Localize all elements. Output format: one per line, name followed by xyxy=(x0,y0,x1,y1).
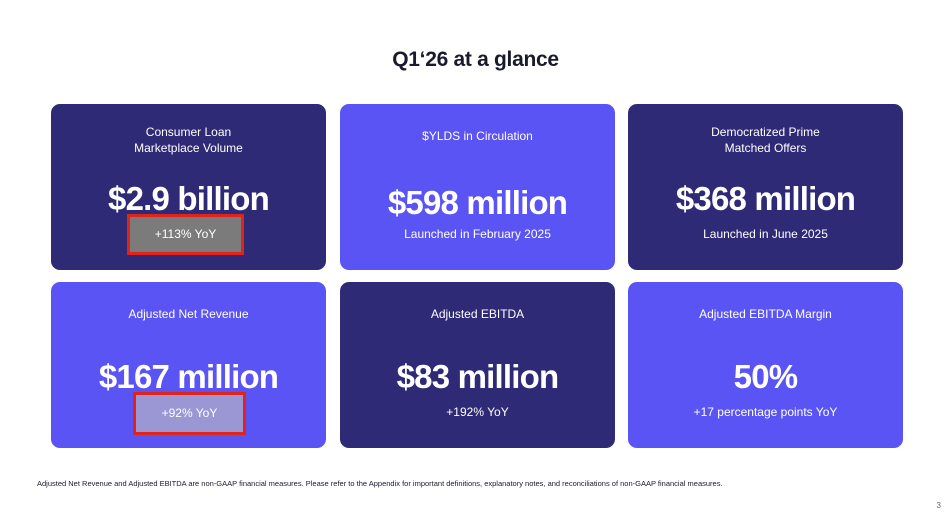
card-label: Adjusted Net Revenue xyxy=(128,307,249,321)
card-democratized-prime: Democratized Prime Matched Offers $368 m… xyxy=(628,104,903,270)
card-adjusted-ebitda: Adjusted EBITDA $83 million +192% YoY xyxy=(340,282,615,448)
card-value: $368 million xyxy=(675,180,856,217)
card-value: $598 million xyxy=(387,184,568,221)
card-label-line-1: Democratized Prime xyxy=(711,125,820,139)
card-subtext: Launched in February 2025 xyxy=(404,227,551,241)
card-label: Consumer Loan Marketplace Volume xyxy=(61,124,316,156)
yoy-highlight-badge: +92% YoY xyxy=(133,392,246,435)
card-value: $83 million xyxy=(396,358,560,395)
footnote: Adjusted Net Revenue and Adjusted EBITDA… xyxy=(37,479,723,488)
card-consumer-loan-volume: Consumer Loan Marketplace Volume $2.9 bi… xyxy=(51,104,326,270)
card-label-line-2: Marketplace Volume xyxy=(134,141,243,155)
card-ylds-circulation: $YLDS in Circulation $598 million Launch… xyxy=(340,104,615,270)
card-label: Democratized Prime Matched Offers xyxy=(638,124,893,156)
page-title: Q1‘26 at a glance xyxy=(392,48,559,71)
card-subtext: +17 percentage points YoY xyxy=(693,405,838,419)
card-label: Adjusted EBITDA Margin xyxy=(699,307,832,321)
card-value: $167 million xyxy=(98,358,279,395)
card-label-line-1: Consumer Loan xyxy=(145,125,232,139)
card-label: Adjusted EBITDA xyxy=(430,307,525,321)
card-value: $2.9 billion xyxy=(108,180,270,217)
card-subtext: Launched in June 2025 xyxy=(703,227,828,241)
card-adjusted-ebitda-margin: Adjusted EBITDA Margin 50% +17 percentag… xyxy=(628,282,903,448)
card-adjusted-net-revenue: Adjusted Net Revenue $167 million +92% Y… xyxy=(51,282,326,448)
card-label: $YLDS in Circulation xyxy=(422,129,533,143)
yoy-highlight-badge: +113% YoY xyxy=(127,214,244,255)
card-value: 50% xyxy=(733,358,798,395)
page-number: 3 xyxy=(936,501,941,510)
card-label-line-2: Matched Offers xyxy=(724,141,807,155)
card-subtext: +192% YoY xyxy=(446,405,509,419)
